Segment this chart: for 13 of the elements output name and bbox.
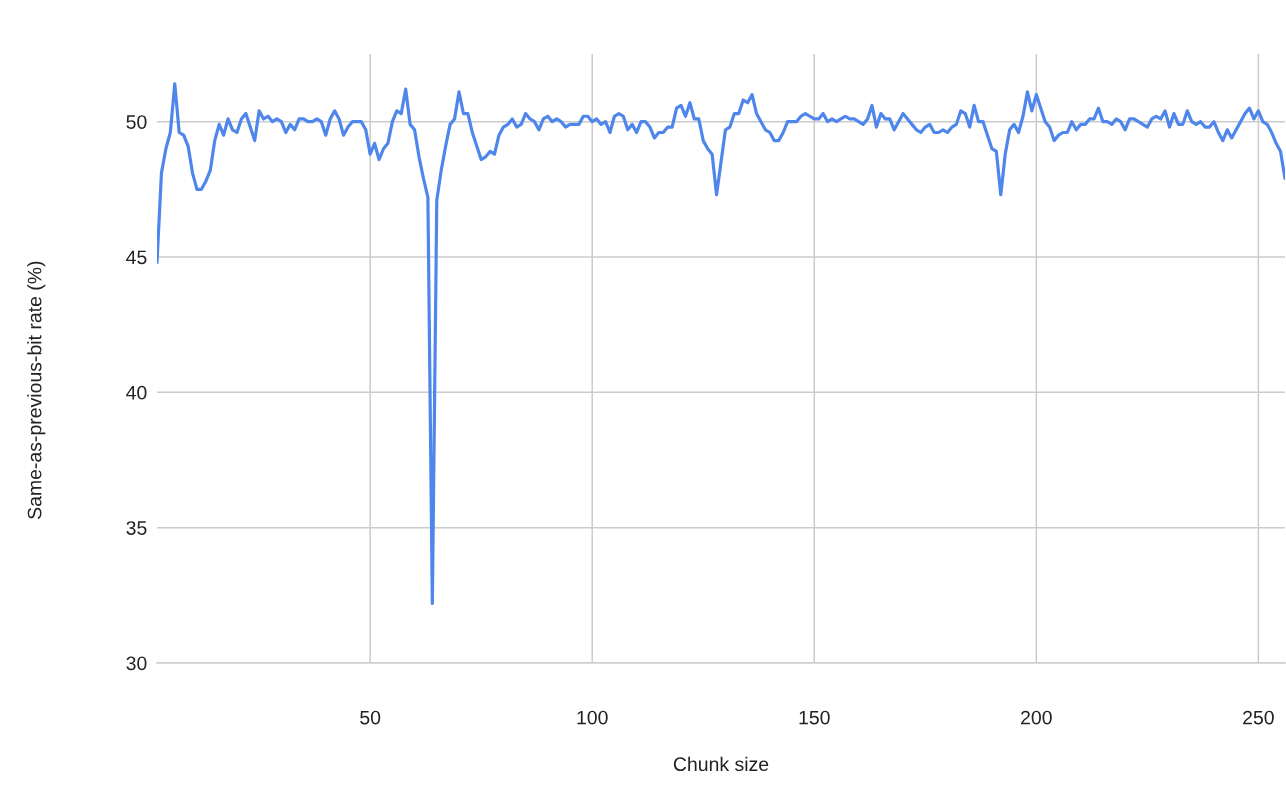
y-tick-label: 30	[126, 656, 147, 671]
y-tick-label: 35	[126, 521, 147, 535]
y-tick-label: 50	[126, 115, 147, 129]
line-series	[157, 82, 1285, 606]
x-tick-label: 200	[1021, 710, 1052, 725]
x-tick-label: 150	[799, 710, 830, 725]
x-tick-label: 50	[360, 710, 381, 725]
x-tick-label: 250	[1243, 710, 1274, 725]
y-tick-label: 40	[126, 385, 147, 400]
x-tick-label: 100	[577, 710, 608, 725]
y-tick-label: 45	[126, 250, 147, 265]
y-axis-title: Same-as-previous-bit rate (%)	[27, 261, 46, 519]
x-axis-title: Chunk size	[673, 756, 769, 772]
